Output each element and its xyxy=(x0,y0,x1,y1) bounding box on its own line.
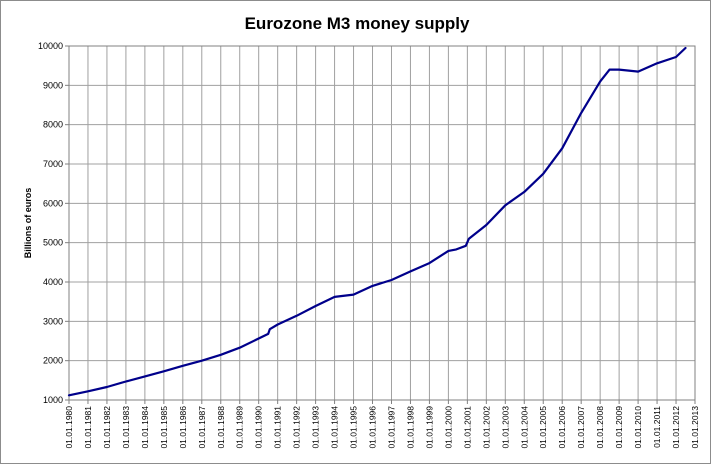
x-tick-label: 01.01.1989 xyxy=(235,406,245,449)
y-tick-label: 7000 xyxy=(43,159,63,169)
x-tick-label: 01.01.1993 xyxy=(311,406,321,449)
x-tick-label: 01.01.1982 xyxy=(102,406,112,449)
x-tick-label: 01.01.1999 xyxy=(424,406,434,449)
y-axis-label: Billions of euros xyxy=(23,188,33,259)
x-tick-label: 01.01.1980 xyxy=(64,406,74,449)
x-tick-label: 01.01.1995 xyxy=(349,406,359,449)
x-tick-label: 01.01.1991 xyxy=(273,406,283,449)
x-tick-label: 01.01.1994 xyxy=(330,406,340,449)
x-tick-label: 01.01.1984 xyxy=(140,406,150,449)
y-tick-label: 2000 xyxy=(43,356,63,366)
y-tick-label: 8000 xyxy=(43,120,63,130)
y-tick-label: 5000 xyxy=(43,238,63,248)
x-tick-label: 01.01.2004 xyxy=(519,406,529,449)
x-axis-ticks: 01.01.1980 01.01.1981 01.01.1982 01.01.1983… xyxy=(64,400,700,449)
y-tick-label: 9000 xyxy=(43,80,63,90)
x-tick-label: 01.01.2001 xyxy=(462,406,472,449)
x-tick-label: 01.01.1986 xyxy=(178,406,188,449)
y-tick-label: 1000 xyxy=(43,395,63,405)
x-tick-label: 01.01.1988 xyxy=(216,406,226,449)
y-tick-label: 3000 xyxy=(43,316,63,326)
x-tick-label: 01.01.1987 xyxy=(197,406,207,449)
x-tick-label: 01.01.2003 xyxy=(500,406,510,449)
x-tick-label: 01.01.1985 xyxy=(159,406,169,449)
m3-series-line xyxy=(67,46,687,397)
chart-title: Eurozone M3 money supply xyxy=(245,14,470,33)
x-tick-label: 01.01.1992 xyxy=(292,406,302,449)
x-tick-label: 01.01.2012 xyxy=(671,406,681,449)
y-tick-label: 6000 xyxy=(43,198,63,208)
plot-area xyxy=(68,45,696,401)
x-tick-label: 01.01.1990 xyxy=(254,406,264,449)
x-tick-label: 01.01.1997 xyxy=(386,406,396,449)
x-tick-label: 01.01.2005 xyxy=(538,406,548,449)
series-layer xyxy=(67,46,687,397)
x-tick-label: 01.01.1981 xyxy=(83,406,93,449)
x-tick-label: 01.01.2006 xyxy=(557,406,567,449)
x-tick-label: 01.01.2011 xyxy=(652,406,662,448)
y-axis-ticks: 1000 2000 3000 4000 5000 6000 7000 8000 9000 1000… xyxy=(38,41,69,405)
x-tick-label: 01.01.2007 xyxy=(576,406,586,449)
x-tick-label: 01.01.1996 xyxy=(368,406,378,449)
gridlines xyxy=(68,45,696,401)
x-tick-label: 01.01.2008 xyxy=(595,406,605,449)
x-tick-label: 01.01.2000 xyxy=(443,406,453,449)
x-tick-label: 01.01.1998 xyxy=(405,406,415,449)
x-tick-label: 01.01.2002 xyxy=(481,406,491,449)
x-tick-label: 01.01.1983 xyxy=(121,406,131,449)
y-tick-label: 10000 xyxy=(38,41,63,51)
x-tick-label: 01.01.2010 xyxy=(633,406,643,449)
x-tick-label: 01.01.2009 xyxy=(614,406,624,449)
y-tick-label: 4000 xyxy=(43,277,63,287)
x-tick-label: 01.01.2013 xyxy=(690,406,700,449)
